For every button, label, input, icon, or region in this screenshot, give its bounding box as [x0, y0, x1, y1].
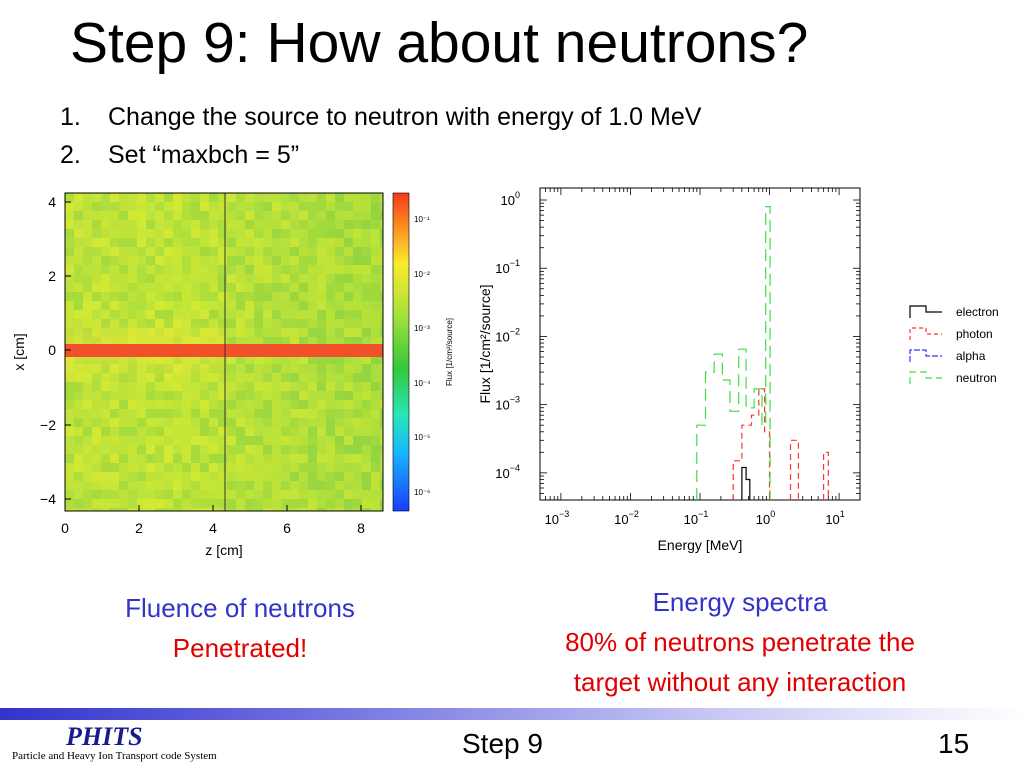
legend-label-alpha: alpha — [956, 349, 986, 363]
bullet-list: 1. Change the source to neutron with ene… — [60, 98, 701, 174]
x-tick-label: 101 — [825, 509, 844, 527]
y-tick-label: −2 — [40, 417, 56, 433]
y-tick-label: 10−4 — [495, 463, 520, 481]
fluence-x-ticks: 0 2 4 6 8 — [61, 505, 365, 536]
y-tick-label: 100 — [501, 190, 520, 208]
colorbar-tick-label: 10⁻⁶ — [414, 488, 430, 497]
colorbar-tick-label: 10⁻⁵ — [414, 433, 430, 442]
colorbar-label: Flux [1/cm²/source] — [445, 318, 454, 386]
bullet-number: 2. — [60, 141, 81, 169]
colorbar-tick-label: 10⁻³ — [414, 324, 430, 333]
page-number: 15 — [938, 728, 970, 759]
bullet-text: Set “maxbch = 5” — [108, 141, 300, 169]
colorbar-ticks: 10⁻¹ 10⁻² 10⁻³ 10⁻⁴ 10⁻⁵ 10⁻⁶ — [414, 215, 431, 497]
legend-label-neutron: neutron — [956, 371, 997, 385]
colorbar-tick-label: 10⁻² — [414, 270, 430, 279]
phits-logo: PHITS — [66, 722, 143, 751]
x-tick-label: 0 — [61, 520, 69, 536]
legend-swatch-neutron — [909, 371, 942, 384]
y-tick-label: 0 — [48, 342, 56, 358]
fluence-plot: 4 2 0 −2 −4 0 2 4 6 8 z [cm] x [cm] 10⁻¹… — [11, 192, 454, 558]
bullet-text: Change the source to neutron with energy… — [108, 103, 702, 131]
x-tick-label: 8 — [357, 520, 365, 536]
y-tick-label: 2 — [48, 268, 56, 284]
y-tick-label: 4 — [48, 194, 56, 210]
fluence-x-axis-label: z [cm] — [205, 542, 242, 558]
y-tick-label: 10−1 — [495, 258, 520, 276]
fluence-plot-frame — [64, 192, 384, 512]
legend-label-electron: electron — [956, 305, 999, 319]
x-tick-label: 4 — [209, 520, 217, 536]
series-photon — [732, 388, 829, 500]
colorbar — [392, 192, 410, 512]
x-tick-label: 10−3 — [545, 509, 570, 527]
energy-spectra-chart: 10−3 10−2 10−1 100 101 100 10−1 10−2 10−3 10−4 En… — [477, 187, 999, 553]
fluence-y-ticks: 4 2 0 −2 −4 — [40, 194, 71, 507]
bullet-number: 1. — [60, 103, 81, 131]
fluence-y-axis-label: x [cm] — [11, 333, 27, 370]
bullet-item: 2. Set “maxbch = 5” — [60, 136, 701, 174]
y-tick-label: −4 — [40, 491, 56, 507]
spectra-y-axis-label: Flux [1/cm²/source] — [477, 284, 493, 403]
x-tick-label: 10−2 — [614, 509, 639, 527]
legend-swatch-electron — [909, 305, 942, 318]
x-tick-label: 6 — [283, 520, 291, 536]
fluence-caption-title: Fluence of neutrons — [125, 593, 355, 623]
bullet-item: 1. Change the source to neutron with ene… — [60, 98, 701, 136]
x-tick-label: 100 — [756, 509, 775, 527]
spectra-legend: electron photon alpha neutron — [909, 305, 999, 385]
series-electron — [741, 466, 751, 500]
legend-swatch-photon — [909, 327, 942, 340]
y-tick-label: 10−3 — [495, 395, 520, 413]
spectra-caption-title: Energy spectra — [652, 587, 828, 617]
colorbar-tick-label: 10⁻¹ — [414, 215, 430, 224]
fluence-caption-note: Penetrated! — [172, 633, 308, 663]
footer-bar — [0, 708, 1024, 720]
phits-logo-subtitle: Particle and Heavy Ion Transport code Sy… — [12, 750, 217, 762]
x-tick-label: 2 — [135, 520, 143, 536]
slide-title: Step 9: How about neutrons? — [70, 11, 809, 75]
legend-swatch-alpha — [909, 349, 942, 362]
spectra-x-axis-label: Energy [MeV] — [658, 537, 743, 553]
spectra-caption-note-2: target without any interaction — [573, 667, 907, 697]
y-tick-label: 10−2 — [495, 326, 520, 344]
legend-label-photon: photon — [956, 327, 993, 341]
fluence-caption: Fluence of neutrons Penetrated! — [60, 588, 420, 668]
spectra-plot-frame — [539, 187, 861, 501]
spectra-caption: Energy spectra 80% of neutrons penetrate… — [490, 582, 990, 702]
footer-step-label: Step 9 — [462, 728, 543, 759]
spectra-caption-note-1: 80% of neutrons penetrate the — [565, 627, 915, 657]
neutron-beam-band — [65, 344, 383, 357]
x-tick-label: 10−1 — [684, 509, 709, 527]
series-neutron — [696, 206, 771, 500]
colorbar-tick-label: 10⁻⁴ — [414, 379, 431, 388]
